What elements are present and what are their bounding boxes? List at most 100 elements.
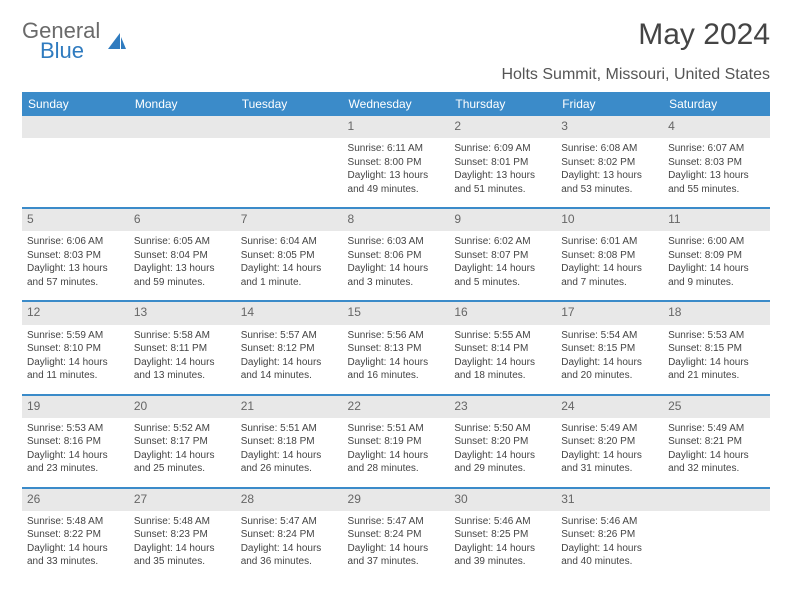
sunset-line: Sunset: 8:22 PM (27, 528, 124, 542)
daynum-cell (663, 488, 770, 511)
day-number: 9 (454, 211, 551, 227)
sunset-line: Sunset: 8:15 PM (561, 342, 658, 356)
sunrise-line: Sunrise: 6:01 AM (561, 235, 658, 249)
daylight-line: Daylight: 14 hours and 35 minutes. (134, 542, 231, 569)
sunset-line: Sunset: 8:26 PM (561, 528, 658, 542)
day-cell (663, 511, 770, 581)
daynum-cell: 27 (129, 488, 236, 511)
sunrise-line: Sunrise: 5:51 AM (241, 422, 338, 436)
day-cell: Sunrise: 5:59 AMSunset: 8:10 PMDaylight:… (22, 325, 129, 395)
sunrise-line: Sunrise: 6:02 AM (454, 235, 551, 249)
daynum-cell: 3 (556, 116, 663, 138)
day-number: 7 (241, 211, 338, 227)
daylight-line: Daylight: 14 hours and 31 minutes. (561, 449, 658, 476)
day-number: 11 (668, 211, 765, 227)
sunset-line: Sunset: 8:14 PM (454, 342, 551, 356)
day-number: 20 (134, 398, 231, 414)
day-header: Saturday (663, 92, 770, 116)
day-cell: Sunrise: 5:51 AMSunset: 8:19 PMDaylight:… (343, 418, 450, 488)
daylight-line: Daylight: 14 hours and 7 minutes. (561, 262, 658, 289)
daylight-line: Daylight: 14 hours and 36 minutes. (241, 542, 338, 569)
sunrise-line: Sunrise: 6:08 AM (561, 142, 658, 156)
sunrise-line: Sunrise: 5:50 AM (454, 422, 551, 436)
day-number: 16 (454, 304, 551, 320)
day-number: 1 (348, 118, 445, 134)
daynum-row: 12131415161718 (22, 301, 770, 324)
sunset-line: Sunset: 8:04 PM (134, 249, 231, 263)
day-cell: Sunrise: 5:51 AMSunset: 8:18 PMDaylight:… (236, 418, 343, 488)
day-number: 30 (454, 491, 551, 507)
sunset-line: Sunset: 8:09 PM (668, 249, 765, 263)
daylight-line: Daylight: 13 hours and 59 minutes. (134, 262, 231, 289)
sunrise-line: Sunrise: 6:09 AM (454, 142, 551, 156)
day-number: 14 (241, 304, 338, 320)
daynum-cell: 14 (236, 301, 343, 324)
day-cell: Sunrise: 5:48 AMSunset: 8:22 PMDaylight:… (22, 511, 129, 581)
sunset-line: Sunset: 8:24 PM (241, 528, 338, 542)
daylight-line: Daylight: 14 hours and 9 minutes. (668, 262, 765, 289)
daylight-line: Daylight: 14 hours and 14 minutes. (241, 356, 338, 383)
day-number: 5 (27, 211, 124, 227)
day-cell: Sunrise: 6:07 AMSunset: 8:03 PMDaylight:… (663, 138, 770, 208)
sunrise-line: Sunrise: 5:56 AM (348, 329, 445, 343)
sunrise-line: Sunrise: 6:03 AM (348, 235, 445, 249)
week-row: Sunrise: 6:11 AMSunset: 8:00 PMDaylight:… (22, 138, 770, 208)
daynum-cell: 18 (663, 301, 770, 324)
day-cell: Sunrise: 5:50 AMSunset: 8:20 PMDaylight:… (449, 418, 556, 488)
sunrise-line: Sunrise: 5:51 AM (348, 422, 445, 436)
daynum-cell: 8 (343, 208, 450, 231)
sunrise-line: Sunrise: 5:55 AM (454, 329, 551, 343)
daylight-line: Daylight: 14 hours and 20 minutes. (561, 356, 658, 383)
daynum-cell: 30 (449, 488, 556, 511)
day-cell: Sunrise: 5:48 AMSunset: 8:23 PMDaylight:… (129, 511, 236, 581)
sunrise-line: Sunrise: 5:46 AM (561, 515, 658, 529)
day-cell: Sunrise: 6:01 AMSunset: 8:08 PMDaylight:… (556, 231, 663, 301)
sunrise-line: Sunrise: 6:00 AM (668, 235, 765, 249)
sunrise-line: Sunrise: 5:49 AM (561, 422, 658, 436)
sunset-line: Sunset: 8:17 PM (134, 435, 231, 449)
daynum-cell: 25 (663, 395, 770, 418)
day-header: Thursday (449, 92, 556, 116)
sunrise-line: Sunrise: 5:53 AM (27, 422, 124, 436)
day-cell: Sunrise: 6:06 AMSunset: 8:03 PMDaylight:… (22, 231, 129, 301)
daynum-cell: 23 (449, 395, 556, 418)
week-row: Sunrise: 5:48 AMSunset: 8:22 PMDaylight:… (22, 511, 770, 581)
daylight-line: Daylight: 14 hours and 11 minutes. (27, 356, 124, 383)
logo-word-blue: Blue (40, 38, 100, 64)
daylight-line: Daylight: 13 hours and 51 minutes. (454, 169, 551, 196)
daylight-line: Daylight: 14 hours and 21 minutes. (668, 356, 765, 383)
sunrise-line: Sunrise: 6:11 AM (348, 142, 445, 156)
day-number: 26 (27, 491, 124, 507)
sunrise-line: Sunrise: 5:46 AM (454, 515, 551, 529)
week-row: Sunrise: 6:06 AMSunset: 8:03 PMDaylight:… (22, 231, 770, 301)
sunset-line: Sunset: 8:24 PM (348, 528, 445, 542)
logo-sail-icon (106, 31, 128, 58)
day-number: 15 (348, 304, 445, 320)
sunrise-line: Sunrise: 5:47 AM (241, 515, 338, 529)
sunset-line: Sunset: 8:03 PM (668, 156, 765, 170)
day-cell: Sunrise: 6:09 AMSunset: 8:01 PMDaylight:… (449, 138, 556, 208)
day-cell (236, 138, 343, 208)
daynum-cell (236, 116, 343, 138)
day-number: 24 (561, 398, 658, 414)
day-cell: Sunrise: 6:05 AMSunset: 8:04 PMDaylight:… (129, 231, 236, 301)
sunset-line: Sunset: 8:03 PM (27, 249, 124, 263)
daynum-row: 567891011 (22, 208, 770, 231)
day-cell: Sunrise: 6:02 AMSunset: 8:07 PMDaylight:… (449, 231, 556, 301)
day-number: 19 (27, 398, 124, 414)
location-subtitle: Holts Summit, Missouri, United States (22, 66, 770, 84)
day-cell: Sunrise: 5:55 AMSunset: 8:14 PMDaylight:… (449, 325, 556, 395)
daylight-line: Daylight: 13 hours and 57 minutes. (27, 262, 124, 289)
day-cell: Sunrise: 5:57 AMSunset: 8:12 PMDaylight:… (236, 325, 343, 395)
calendar-body: 1234Sunrise: 6:11 AMSunset: 8:00 PMDayli… (22, 116, 770, 581)
day-number: 22 (348, 398, 445, 414)
sunset-line: Sunset: 8:13 PM (348, 342, 445, 356)
day-cell: Sunrise: 6:04 AMSunset: 8:05 PMDaylight:… (236, 231, 343, 301)
day-cell: Sunrise: 5:58 AMSunset: 8:11 PMDaylight:… (129, 325, 236, 395)
sunset-line: Sunset: 8:12 PM (241, 342, 338, 356)
sunset-line: Sunset: 8:21 PM (668, 435, 765, 449)
daynum-cell: 13 (129, 301, 236, 324)
daylight-line: Daylight: 14 hours and 29 minutes. (454, 449, 551, 476)
daynum-row: 1234 (22, 116, 770, 138)
week-row: Sunrise: 5:53 AMSunset: 8:16 PMDaylight:… (22, 418, 770, 488)
